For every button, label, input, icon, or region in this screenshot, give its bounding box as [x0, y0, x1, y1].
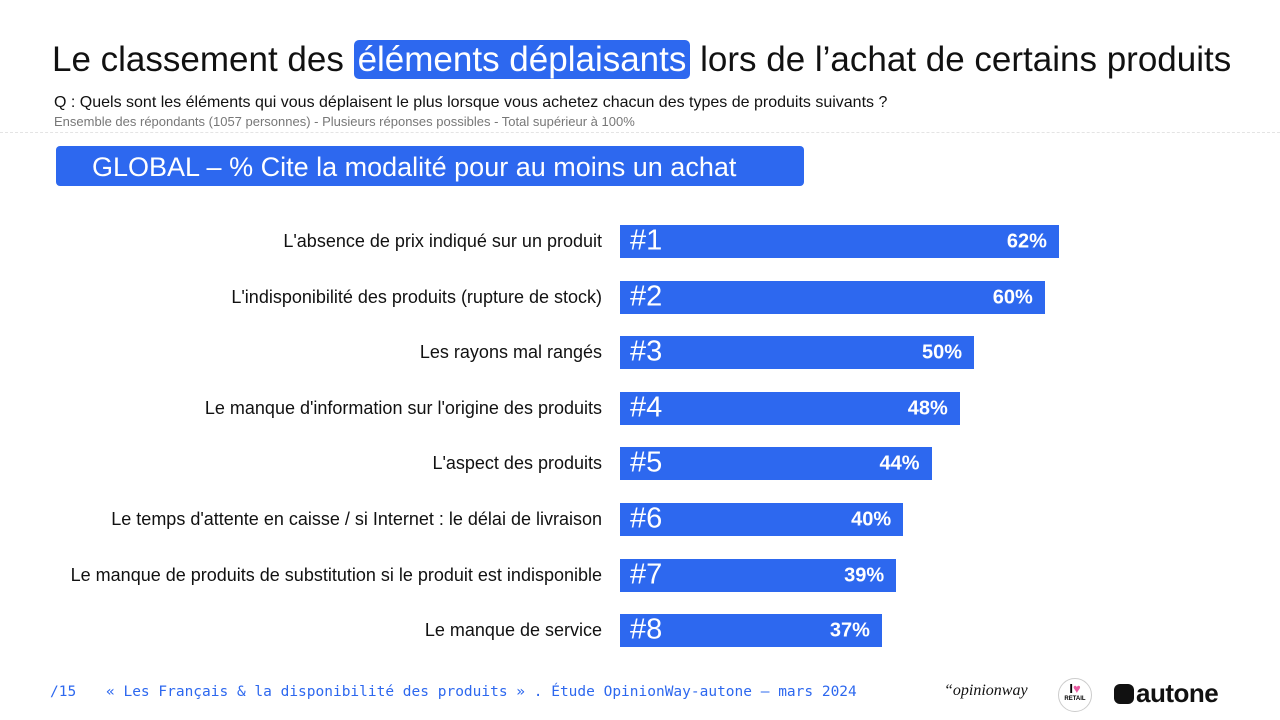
bar: [620, 336, 974, 370]
category-label: Le manque de service: [424, 620, 602, 641]
subtitle: GLOBAL – % Cite la modalité pour au moin…: [56, 146, 804, 186]
rank-label: #2: [630, 280, 663, 313]
value-label: 44%: [879, 452, 920, 475]
rank-label: #3: [630, 335, 663, 368]
category-label: Le manque de produits de substitution si…: [70, 564, 602, 585]
rank-label: #7: [630, 558, 663, 591]
title-highlight: éléments déplaisants: [353, 40, 691, 79]
logo-text: RETAIL: [1064, 696, 1086, 702]
bar: [620, 225, 1059, 258]
rank-label: #5: [630, 446, 663, 479]
rank-label: #8: [630, 613, 663, 646]
logo-retail: I♥ RETAIL: [1058, 678, 1092, 712]
value-label: 50%: [921, 341, 962, 364]
rank-label: #1: [630, 224, 663, 257]
category-label: Le manque d'information sur l'origine de…: [204, 397, 602, 418]
value-label: 62%: [1006, 230, 1047, 253]
title: Le classement des éléments déplaisants l…: [52, 40, 1231, 80]
value-label: 39%: [844, 564, 885, 587]
category-label: Les rayons mal rangés: [419, 342, 602, 363]
category-label: Le temps d'attente en caisse / si Intern…: [111, 509, 602, 529]
bar: [620, 503, 904, 536]
question: Q : Quels sont les éléments qui vous dép…: [54, 94, 888, 111]
rank-label: #4: [630, 391, 663, 424]
logo-autone: autone: [1114, 678, 1219, 709]
logo-opinionway: “opinionway: [944, 682, 1028, 699]
value-label: 40%: [851, 508, 892, 531]
rank-label: #6: [630, 502, 663, 535]
page-number: /15: [50, 684, 77, 700]
bar: [620, 614, 882, 648]
note: Ensemble des répondants (1057 personnes)…: [54, 114, 635, 129]
title-part: Le classement des: [52, 40, 344, 79]
source: « Les Français & la disponibilité des pr…: [106, 684, 857, 700]
bar: [620, 391, 960, 425]
bar: [620, 280, 1045, 314]
category-label: L'aspect des produits: [432, 453, 602, 474]
bar: [620, 447, 932, 481]
logo-text: autone: [1136, 678, 1219, 708]
value-label: 37%: [829, 619, 870, 642]
logo-text: I: [1069, 681, 1073, 696]
bar: [620, 558, 897, 592]
category-label: L'indisponibilité des produits (rupture …: [231, 286, 602, 307]
title-part: lors de l’achat de certains produits: [700, 40, 1232, 79]
value-label: 60%: [992, 286, 1033, 309]
value-label: 48%: [907, 397, 948, 420]
category-label: L'absence de prix indiqué sur un produit: [283, 231, 602, 251]
separator: [0, 132, 1280, 133]
